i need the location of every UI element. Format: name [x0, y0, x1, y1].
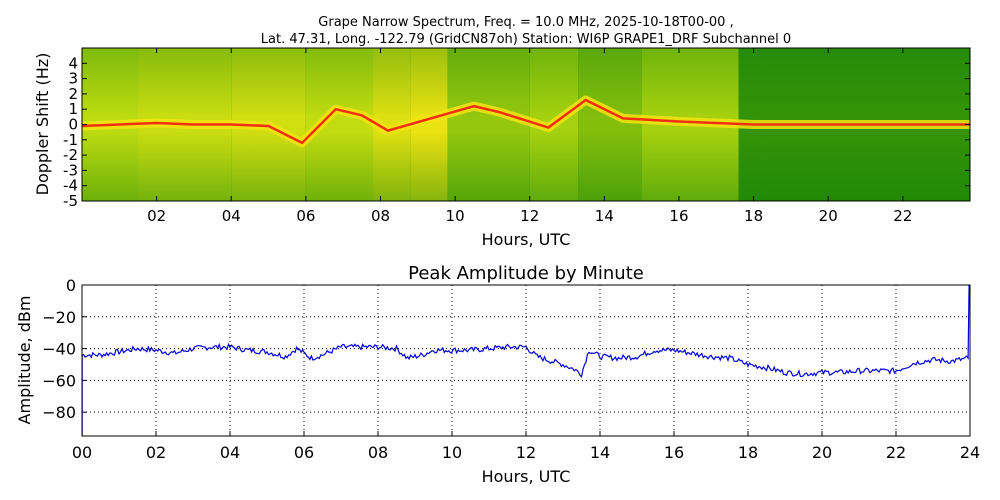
x-tick-label: 16 — [669, 207, 688, 225]
x-tick-label: 14 — [595, 207, 614, 225]
x-tick-label: 08 — [368, 443, 388, 462]
amplitude-x-label: Hours, UTC — [482, 467, 571, 486]
amplitude-x-ticks: 00 02 04 06 08 10 12 14 16 18 20 22 24 — [72, 431, 980, 462]
y-tick-label: -2 — [63, 146, 78, 164]
x-tick-label: 00 — [72, 443, 92, 462]
x-tick-label: 12 — [520, 207, 539, 225]
y-tick-label: 0 — [68, 116, 78, 134]
y-tick-label: 3 — [68, 70, 78, 88]
x-tick-label: 04 — [222, 207, 241, 225]
x-tick-label: 06 — [294, 443, 314, 462]
y-tick-label: −80 — [42, 403, 76, 422]
amplitude-plot-area — [82, 285, 970, 436]
x-tick-label: 06 — [296, 207, 315, 225]
figure-title-line1: Grape Narrow Spectrum, Freq. = 10.0 MHz,… — [318, 15, 733, 30]
amplitude-line — [82, 285, 970, 379]
x-tick-label: 02 — [146, 443, 166, 462]
y-tick-label: −60 — [42, 371, 76, 390]
amplitude-series — [82, 285, 970, 436]
doppler-trace — [82, 95, 970, 148]
y-tick-label: -1 — [63, 131, 78, 149]
spectrum-x-ticks: 02 04 06 08 10 12 14 16 18 20 22 — [147, 48, 912, 225]
x-tick-label: 02 — [147, 207, 166, 225]
x-tick-label: 16 — [664, 443, 684, 462]
amplitude-y-ticks: 0 −20 −40 −60 −80 — [42, 276, 87, 422]
x-tick-label: 20 — [819, 207, 838, 225]
y-tick-label: 2 — [68, 85, 78, 103]
y-tick-label: 4 — [68, 54, 78, 72]
y-tick-label: −20 — [42, 308, 76, 327]
y-tick-label: -5 — [63, 192, 78, 210]
x-tick-label: 10 — [442, 443, 462, 462]
x-tick-label: 18 — [738, 443, 758, 462]
amplitude-title: Peak Amplitude by Minute — [408, 263, 644, 284]
x-tick-label: 08 — [371, 207, 390, 225]
y-tick-label: -3 — [63, 161, 78, 179]
amplitude-panel: Peak Amplitude by Minute 00 02 04 06 08 10 12 1… — [15, 263, 980, 486]
figure-title-line2: Lat. 47.31, Long. -122.79 (GridCN87oh) S… — [261, 32, 791, 47]
x-tick-label: 04 — [220, 443, 240, 462]
y-tick-label: −40 — [42, 340, 76, 359]
x-tick-label: 22 — [886, 443, 906, 462]
amplitude-y-label: Amplitude, dBm — [15, 296, 34, 425]
x-tick-label: 18 — [744, 207, 763, 225]
spectrum-x-label: Hours, UTC — [482, 230, 571, 249]
spectrum-y-label: Doppler Shift (Hz) — [33, 53, 52, 196]
x-tick-label: 22 — [893, 207, 912, 225]
x-tick-label: 12 — [516, 443, 536, 462]
x-tick-label: 14 — [590, 443, 610, 462]
y-tick-label: 1 — [68, 100, 78, 118]
x-tick-label: 10 — [446, 207, 465, 225]
x-tick-label: 20 — [812, 443, 832, 462]
y-tick-label: -4 — [63, 177, 78, 195]
y-tick-label: 0 — [66, 276, 76, 295]
x-tick-label: 24 — [960, 443, 980, 462]
doppler-trace-line — [82, 98, 970, 145]
